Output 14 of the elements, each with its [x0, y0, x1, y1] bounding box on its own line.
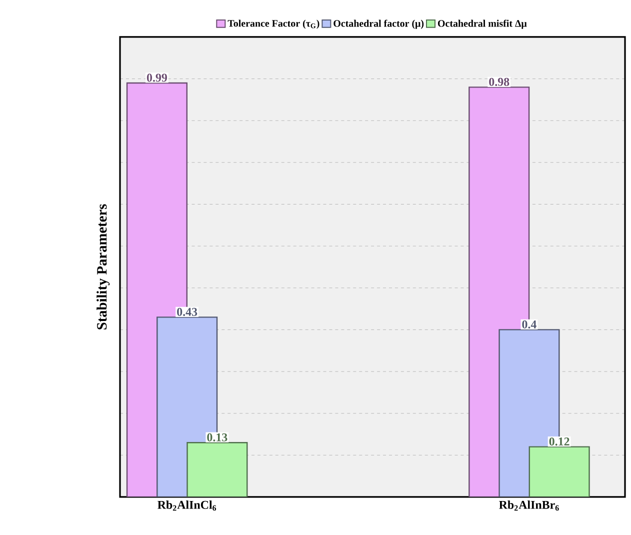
legend-label: Tolerance Factor (τ$_{G}$) — [228, 20, 320, 29]
data-label: 0.98 — [489, 78, 510, 86]
legend-label: Octahedral factor (μ) — [334, 20, 424, 29]
data-label: 0.13 — [207, 433, 228, 442]
y-axis-title: Stability Parameters — [96, 204, 110, 330]
data-label: 0.4 — [522, 320, 536, 329]
data-label: 0.12 — [549, 437, 570, 446]
data-label: 0.43 — [177, 308, 198, 316]
bar — [186, 442, 248, 497]
data-label: 0.99 — [146, 74, 167, 82]
bar — [528, 446, 590, 497]
x-tick-label: Rb$_{2}$AlInCl$_{6}$ — [158, 500, 216, 511]
x-tick-label: Rb$_{2}$AlInBr$_{6}$ — [499, 500, 559, 511]
legend-label: Octahedral misfit Δμ — [438, 20, 527, 29]
